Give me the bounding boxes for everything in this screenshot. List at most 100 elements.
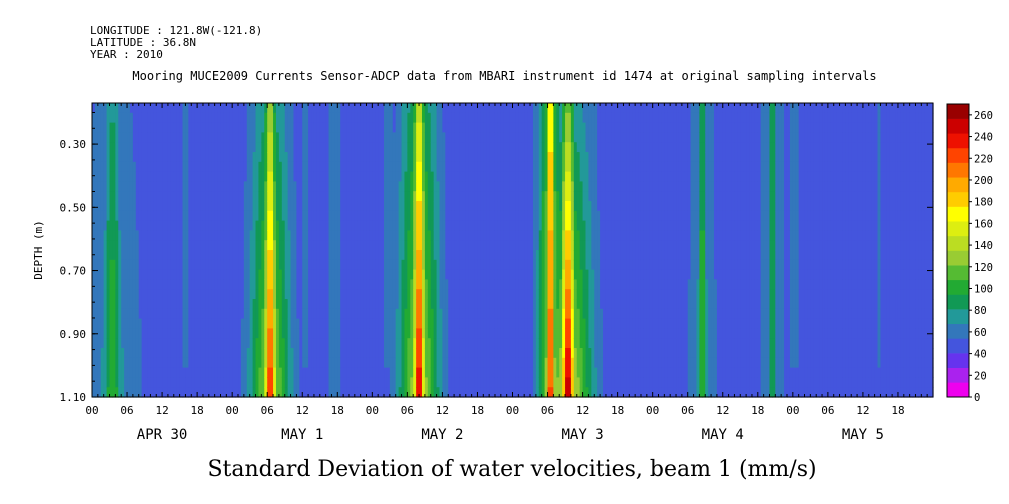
heatmap-cell xyxy=(97,357,102,369)
heatmap-cell xyxy=(170,171,175,182)
heatmap-cell xyxy=(150,250,154,261)
heatmap-cell xyxy=(185,269,189,280)
heatmap-cell xyxy=(188,112,192,124)
heatmap-cell xyxy=(94,377,99,388)
heatmap-cell xyxy=(138,299,143,310)
heatmap-cell xyxy=(138,220,143,231)
heatmap-cell xyxy=(118,210,122,222)
heatmap-cell xyxy=(153,387,157,398)
heatmap-cell xyxy=(144,259,149,271)
heatmap-cell xyxy=(115,250,119,261)
heatmap-cell xyxy=(109,328,114,339)
heatmap-cell xyxy=(127,230,131,241)
heatmap-cell xyxy=(94,240,99,251)
heatmap-cell xyxy=(176,367,181,378)
heatmap-cell xyxy=(141,250,146,261)
heatmap-cell xyxy=(109,289,114,300)
heatmap-cell xyxy=(135,240,140,251)
heatmap-cell xyxy=(97,240,102,251)
heatmap-cell xyxy=(112,142,116,153)
heatmap-cell xyxy=(109,250,114,261)
heatmap-cell xyxy=(138,357,143,369)
heatmap-cell xyxy=(118,348,122,359)
heatmap-cell xyxy=(176,357,181,369)
heatmap-cell xyxy=(156,142,160,153)
heatmap-cell xyxy=(132,279,137,290)
heatmap-cell xyxy=(97,171,102,182)
heatmap-cell xyxy=(159,377,163,388)
heatmap-cell xyxy=(159,269,163,280)
heatmap-cell xyxy=(129,299,134,310)
heatmap-cell xyxy=(156,259,160,271)
heatmap-cell xyxy=(153,377,157,388)
heatmap-cell xyxy=(182,387,187,398)
heatmap-cell xyxy=(112,191,116,202)
heatmap-cell xyxy=(106,201,111,212)
heatmap-cell xyxy=(144,377,149,388)
heatmap-cell xyxy=(141,279,146,290)
heatmap-cell xyxy=(185,152,189,163)
heatmap-cell xyxy=(159,299,163,310)
heatmap-cell xyxy=(156,201,160,212)
heatmap-cell xyxy=(188,289,192,300)
heatmap-cell xyxy=(147,250,151,261)
heatmap-cell xyxy=(176,279,181,290)
heatmap-cell xyxy=(179,201,184,212)
heatmap-cell xyxy=(127,348,131,359)
heatmap-cell xyxy=(103,201,108,212)
heatmap-cell xyxy=(129,240,134,251)
heatmap-cell xyxy=(159,240,163,251)
heatmap-cell xyxy=(185,357,189,369)
heatmap-cell xyxy=(176,318,181,329)
heatmap-cell xyxy=(121,279,125,290)
heatmap-cell xyxy=(132,152,137,163)
heatmap-cell xyxy=(147,259,151,271)
heatmap-cell xyxy=(135,318,140,329)
heatmap-cell xyxy=(100,220,105,231)
heatmap-cell xyxy=(188,201,192,212)
heatmap-cell xyxy=(173,132,178,143)
heatmap-cell xyxy=(92,132,96,143)
heatmap-cell xyxy=(176,299,181,310)
heatmap-cell xyxy=(162,122,166,133)
heatmap-cell xyxy=(121,103,125,114)
heatmap-cell xyxy=(153,357,157,369)
heatmap-cell xyxy=(138,103,143,114)
heatmap-cell xyxy=(127,269,131,280)
heatmap-cell xyxy=(170,132,175,143)
heatmap-cell xyxy=(135,191,140,202)
heatmap-cell xyxy=(153,132,157,143)
heatmap-cell xyxy=(129,387,134,398)
heatmap-cell xyxy=(150,299,154,310)
heatmap-cell xyxy=(188,259,192,271)
heatmap-cell xyxy=(179,142,184,153)
heatmap-cell xyxy=(103,161,108,173)
heatmap-cell xyxy=(150,171,154,182)
heatmap-cell xyxy=(124,299,128,310)
heatmap-cell xyxy=(109,230,114,241)
heatmap-cell xyxy=(153,161,157,173)
heatmap-cell xyxy=(159,328,163,339)
heatmap-cell xyxy=(118,220,122,231)
heatmap-cell xyxy=(144,308,149,320)
heatmap-cell xyxy=(106,171,111,182)
heatmap-cell xyxy=(112,103,116,114)
heatmap-cell xyxy=(118,181,122,192)
heatmap-cell xyxy=(135,103,140,114)
heatmap-cell xyxy=(170,318,175,329)
heatmap-cell xyxy=(94,279,99,290)
heatmap-cell xyxy=(127,250,131,261)
heatmap-cell xyxy=(97,367,102,378)
heatmap-cell xyxy=(162,377,166,388)
heatmap-cell xyxy=(173,250,178,261)
heatmap-cell xyxy=(150,161,154,173)
heatmap-cell xyxy=(121,240,125,251)
heatmap-cell xyxy=(115,191,119,202)
heatmap-cell xyxy=(138,318,143,329)
heatmap-cell xyxy=(92,230,96,241)
heatmap-cell xyxy=(103,132,108,143)
heatmap-cell xyxy=(103,250,108,261)
heatmap-cell xyxy=(127,122,131,133)
heatmap-cell xyxy=(106,328,111,339)
heatmap-cell xyxy=(159,201,163,212)
